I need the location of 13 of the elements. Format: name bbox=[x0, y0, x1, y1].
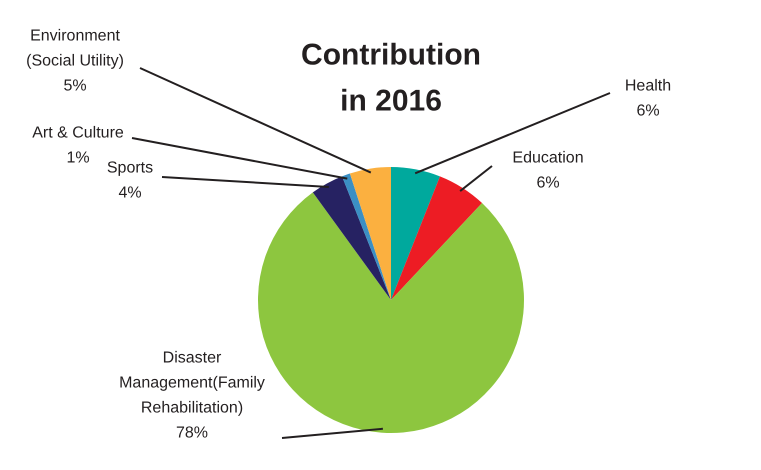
slice-label: Art & Culture bbox=[32, 124, 124, 142]
data-label: 6% bbox=[636, 102, 660, 120]
slice-label: Sports bbox=[106, 159, 154, 176]
slice-label: Disaster Management(Family Rehabilitation) bbox=[119, 349, 265, 416]
slice-label: Environment (Social Utility) bbox=[26, 27, 124, 70]
data-label: 4% bbox=[118, 184, 142, 202]
data-label: 78% bbox=[176, 424, 208, 442]
text: Contribution in 2016 bbox=[301, 38, 481, 118]
data-label: 5% bbox=[63, 77, 87, 94]
slice-label: Education bbox=[512, 149, 584, 166]
slice-label: Health bbox=[624, 77, 672, 94]
data-label: 6% bbox=[536, 174, 560, 192]
data-label: 1% bbox=[66, 149, 90, 166]
